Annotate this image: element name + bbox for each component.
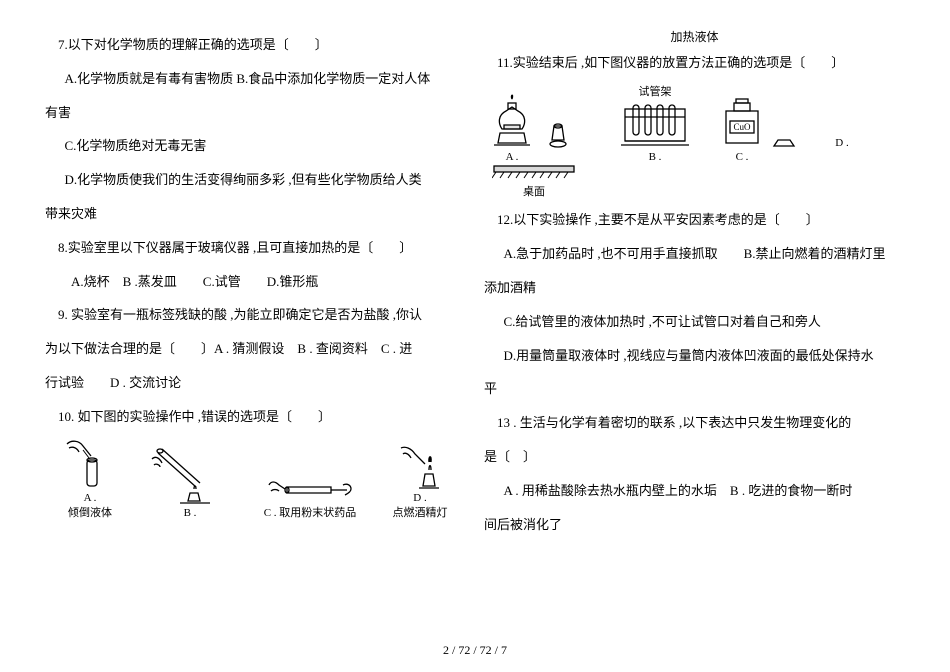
two-column-layout: 7.以下对化学物质的理解正确的选项是〔 〕 A.化学物质就是有毒有害物质 B.食…	[45, 28, 905, 541]
left-column: 7.以下对化学物质的理解正确的选项是〔 〕 A.化学物质就是有毒有害物质 B.食…	[45, 28, 466, 541]
q10-stem: 10. 如下图的实验操作中 ,错误的选项是〔 〕	[45, 400, 466, 434]
q9-stem2: 为以下做法合理的是〔 〕A . 猜测假设 B . 查阅资料 C . 进	[45, 332, 466, 366]
desk-surface-icon	[492, 164, 576, 184]
stopper-icon	[546, 120, 570, 150]
q11-d-label: D .	[835, 137, 848, 150]
q7-opt-d-cont: 带来灾难	[45, 197, 466, 231]
q10-fig-d: D . 点燃酒精灯	[375, 444, 465, 520]
q10-c-label: C . 取用粉末状药品	[264, 507, 357, 520]
q8-opts: A.烧杯 B .蒸发皿 C.试管 D.锥形瓶	[45, 265, 466, 299]
q11-rack-label: 试管架	[639, 86, 672, 99]
q12-stem: 12.以下实验操作 ,主要不是从平安因素考虑的是〔 〕	[484, 203, 905, 237]
q11-desk-row: 桌面	[484, 164, 905, 199]
q7-opt-d: D.化学物质使我们的生活变得绚丽多彩 ,但有些化学物质给人类	[45, 163, 466, 197]
q7-opt-a: A.化学物质就是有毒有害物质 B.食品中添加化学物质一定对人体	[45, 62, 466, 96]
test-tube-rack-icon	[619, 99, 691, 149]
q10-d-label: D .	[413, 492, 426, 504]
q10-fig-c: C . 取用粉末状药品	[245, 471, 375, 520]
heating-liquid-heading: 加热液体	[484, 28, 905, 46]
q11-stem: 11.实验结束后 ,如下图仪器的放置方法正确的选项是〔 〕	[484, 46, 905, 80]
q9-stem3: 行试验 D . 交流讨论	[45, 366, 466, 400]
q7-stem: 7.以下对化学物质的理解正确的选项是〔 〕	[45, 28, 466, 62]
q12-opt-d: D.用量筒量取液体时 ,视线应与量筒内液体凹液面的最低处保持水	[484, 339, 905, 373]
heat-tube-icon	[150, 445, 230, 505]
q11-fig-d: D .	[822, 135, 862, 164]
q11-c-label: C .	[736, 151, 749, 164]
q10-fig-a: A . 倾倒液体	[45, 438, 135, 520]
q10-figure-row: A . 倾倒液体 B .	[45, 438, 466, 520]
q13-opt-a: A . 用稀盐酸除去热水瓶内壁上的水垢 B . 吃进的食物一断时	[484, 474, 905, 508]
q12-opt-d-cont: 平	[484, 372, 905, 406]
q11-fig-b: 试管架 B .	[600, 84, 710, 164]
q13-stem2: 是〔 〕	[484, 440, 905, 474]
q11-desk: 桌面	[484, 164, 584, 199]
q10-a-caption: 倾倒液体	[68, 507, 112, 520]
reagent-bottle-icon: CuO	[716, 97, 768, 149]
q11-figure-row: A . 试管架	[484, 84, 905, 164]
q7-opt-a-cont: 有害	[45, 96, 466, 130]
q11-fig-a: A .	[484, 93, 594, 164]
alcohol-lamp-icon	[484, 93, 540, 149]
q7-opt-c: C.化学物质绝对无毒无害	[45, 129, 466, 163]
q12-opt-a-cont: 添加酒精	[484, 271, 905, 305]
q10-d-caption: 点燃酒精灯	[393, 507, 448, 520]
q11-a-label: A .	[506, 151, 519, 164]
q12-opt-c: C.给试管里的液体加热时 ,不可让试管口对着自己和旁人	[484, 305, 905, 339]
page-footer: 2 / 72 / 72 / 7	[0, 643, 950, 658]
right-column: 加热液体 11.实验结束后 ,如下图仪器的放置方法正确的选项是〔 〕	[484, 28, 905, 541]
q11-fig-c: CuO C .	[716, 97, 816, 164]
scoop-powder-icon	[265, 471, 355, 505]
q11-b-label: B .	[649, 151, 662, 164]
lid-icon	[772, 136, 796, 150]
light-lamp-icon	[395, 444, 445, 490]
q10-fig-b: B .	[135, 445, 245, 520]
q13-opt-a-cont: 间后被消化了	[484, 508, 905, 542]
q10-b-label: B .	[184, 507, 197, 520]
pour-liquid-icon	[61, 438, 119, 490]
q12-opt-a: A.急于加药品时 ,也不可用手直接抓取 B.禁止向燃着的酒精灯里	[484, 237, 905, 271]
q10-a-label: A .	[84, 492, 97, 504]
cuo-text: CuO	[733, 122, 751, 132]
q8-stem: 8.实验室里以下仪器属于玻璃仪器 ,且可直接加热的是〔 〕	[45, 231, 466, 265]
q9-stem1: 9. 实验室有一瓶标签残缺的酸 ,为能立即确定它是否为盐酸 ,你认	[45, 298, 466, 332]
q11-desk-label: 桌面	[523, 186, 545, 199]
q13-stem: 13 . 生活与化学有着密切的联系 ,以下表达中只发生物理变化的	[484, 406, 905, 440]
